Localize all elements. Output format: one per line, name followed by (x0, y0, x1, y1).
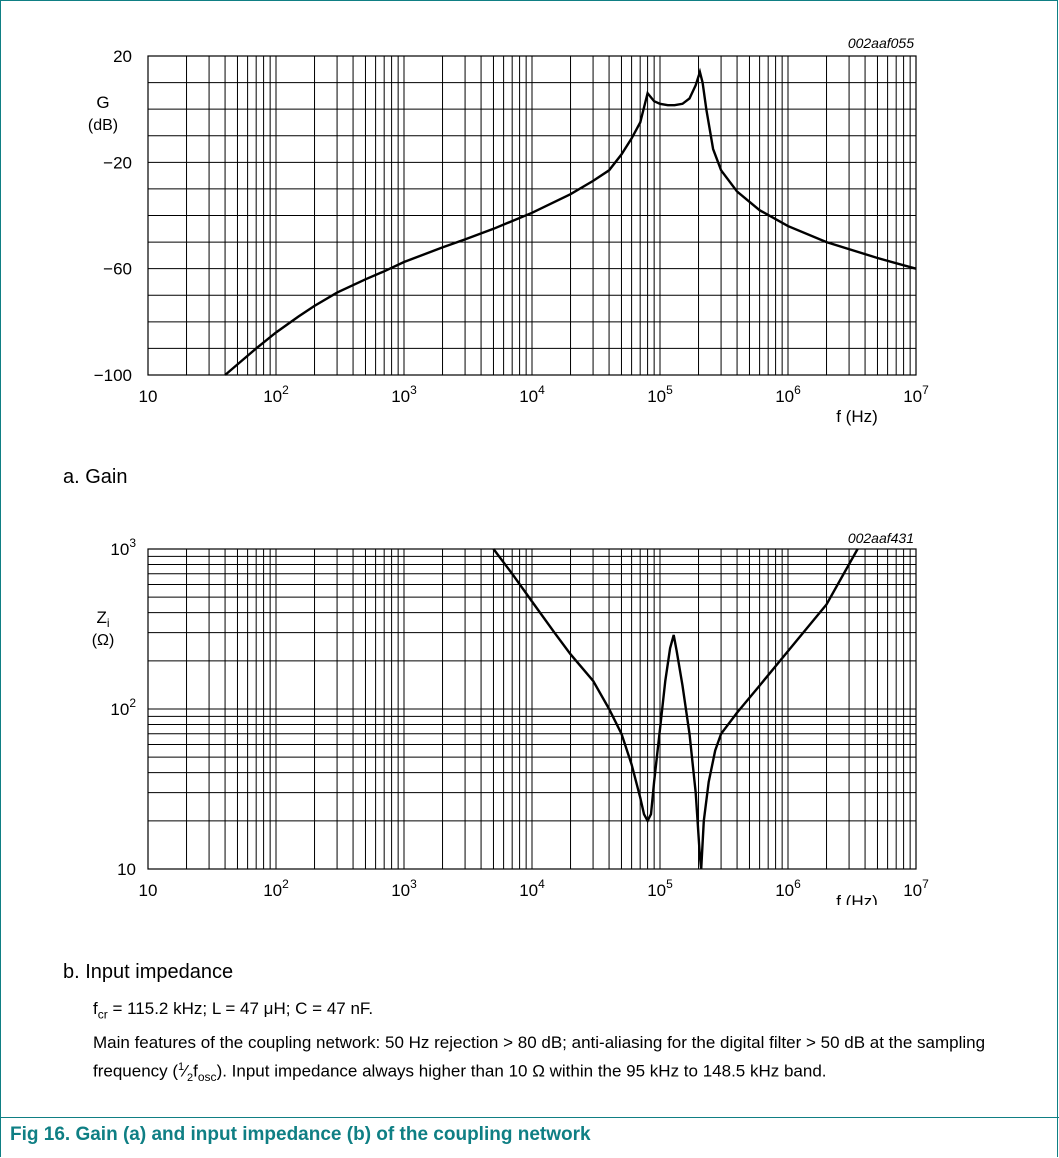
gain-ylabel-unit: (dB) (88, 117, 118, 134)
impedance-plot-frame (147, 548, 917, 870)
impedance-curve (492, 548, 859, 870)
gain-curve (224, 67, 917, 376)
impedance-grid (148, 549, 916, 869)
gain-x-tick-label: 106 (775, 383, 801, 406)
impedance-x-tick-label: 103 (391, 877, 417, 900)
impedance-y-tick-label: 10 (117, 860, 136, 879)
gain-y-tick-label: −100 (94, 366, 132, 385)
gain-y-tick-label: 20 (113, 47, 132, 66)
gain-x-ticks: 10 102 103 104 105 106 107 (139, 383, 930, 406)
impedance-x-tick-label: 102 (263, 877, 289, 900)
note-features: Main features of the coupling network: 5… (93, 1033, 986, 1085)
impedance-chart-id: 002aaf431 (848, 530, 914, 546)
gain-x-tick-label: 107 (903, 383, 929, 406)
impedance-x-tick-label: 107 (903, 877, 929, 900)
gain-x-tick-label: 102 (263, 383, 289, 406)
impedance-x-tick-label: 106 (775, 877, 801, 900)
impedance-x-tick-label: 104 (519, 877, 545, 900)
impedance-x-ticks: 10 102 103 104 105 106 107 (139, 877, 930, 900)
gain-chart-id: 002aaf055 (848, 35, 914, 51)
gain-y-tick-label: −60 (103, 260, 132, 279)
gain-x-tick-label: 103 (391, 383, 417, 406)
gain-chart: 10 102 103 104 105 106 107 20 −20 −60 −100 002aaf… (88, 35, 930, 426)
gain-plot-frame (147, 55, 917, 376)
note-parameters: fcr = 115.2 kHz; L = 47 μH; C = 47 nF. (93, 999, 374, 1022)
gain-x-tick-label: 105 (647, 383, 673, 406)
figure-title-rule (0, 1117, 1059, 1118)
gain-y-ticks: 20 −20 −60 −100 (94, 47, 132, 385)
gain-x-tick-label: 10 (139, 387, 158, 406)
gain-ylabel: G (96, 93, 109, 112)
impedance-x-tick-label: 105 (647, 877, 673, 900)
caption-impedance: b. Input impedance (63, 961, 234, 983)
impedance-x-tick-label: 10 (139, 881, 158, 900)
impedance-y-tick-label: 103 (110, 536, 136, 559)
caption-gain: a. Gain (63, 466, 128, 488)
gain-y-tick-label: −20 (103, 153, 132, 172)
impedance-ylabel-unit: (Ω) (92, 632, 115, 649)
impedance-ylabel: Zi (96, 608, 109, 630)
gain-xlabel: f (Hz) (836, 407, 878, 426)
gain-x-tick-label: 104 (519, 383, 545, 406)
impedance-y-ticks: 103 102 10 (110, 536, 136, 879)
gain-grid (148, 56, 916, 375)
impedance-xlabel: f (Hz) (836, 892, 878, 905)
impedance-y-tick-label: 102 (110, 696, 136, 719)
figure-title: Fig 16. Gain (a) and input impedance (b)… (10, 1124, 591, 1145)
